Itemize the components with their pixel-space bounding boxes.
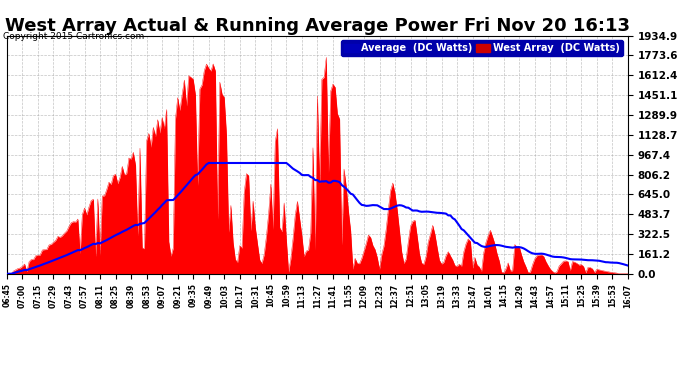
Text: Copyright 2015 Cartronics.com: Copyright 2015 Cartronics.com [3, 32, 145, 41]
Legend: Average  (DC Watts), West Array  (DC Watts): Average (DC Watts), West Array (DC Watts… [341, 40, 623, 56]
Title: West Array Actual & Running Average Power Fri Nov 20 16:13: West Array Actual & Running Average Powe… [5, 18, 630, 36]
